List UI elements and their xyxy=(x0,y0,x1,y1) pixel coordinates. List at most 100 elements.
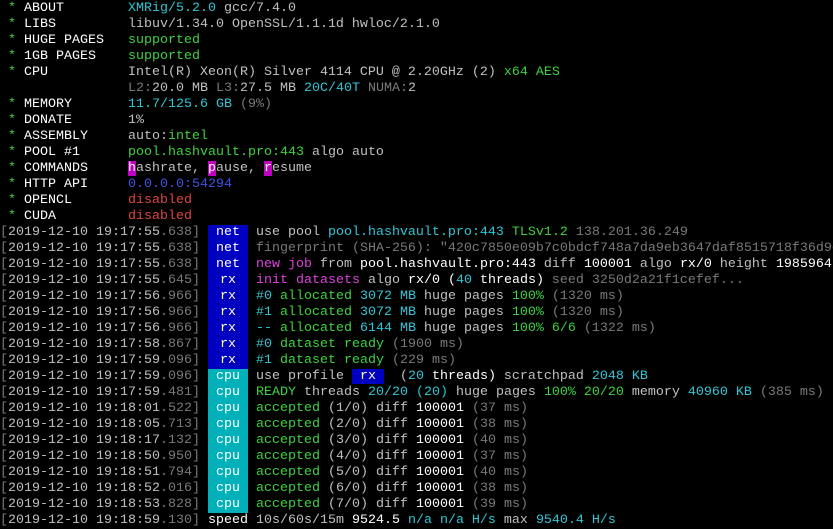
log-tag-rx: rx xyxy=(207,305,248,321)
log-message: (7/0) xyxy=(319,497,368,512)
spacer xyxy=(248,305,256,320)
log-message: diff xyxy=(367,401,416,416)
info-value: 0.0.0.0:54294 xyxy=(127,177,232,192)
bracket: [ xyxy=(0,481,8,496)
log-timestamp-ms: .713 xyxy=(159,417,192,432)
log-row: [2019-12-10 19:18:59.130] speed 10s/60s/… xyxy=(0,513,833,529)
bracket: [ xyxy=(0,273,8,288)
log-message: 100001 xyxy=(415,497,464,512)
info-row: L2:20.0 MB L3:27.5 MB 20C/40T NUMA:2 xyxy=(0,81,833,97)
log-message: threads xyxy=(295,385,368,400)
spacer xyxy=(248,289,256,304)
log-message: 3072 MB xyxy=(359,305,416,320)
log-message: scratchpad xyxy=(495,369,592,384)
bracket: ] xyxy=(191,257,208,272)
spacer xyxy=(248,417,256,432)
bracket: ] xyxy=(191,497,208,512)
log-message: 9540.4 H/s xyxy=(535,513,616,528)
info-row: * CPU Intel(R) Xeon(R) Silver 4114 CPU @… xyxy=(0,65,833,81)
log-message: (20) xyxy=(407,385,448,400)
info-value: disabled xyxy=(127,193,192,208)
spacer xyxy=(248,401,256,416)
log-row: [2019-12-10 19:17:56.966] rx #0 allocate… xyxy=(0,289,833,305)
spacer xyxy=(248,321,256,336)
log-message: diff xyxy=(367,497,416,512)
info-value: 27.5 MB xyxy=(239,81,304,96)
log-timestamp: 2019-12-10 19:17:56 xyxy=(8,305,160,320)
log-message: new job xyxy=(255,257,312,272)
bracket: [ xyxy=(0,385,8,400)
log-message: algo xyxy=(631,257,680,272)
log-timestamp-ms: .950 xyxy=(159,449,192,464)
bracket: ] xyxy=(191,449,208,464)
log-message: allocated xyxy=(271,305,360,320)
log-message: 10s/60s/15m xyxy=(247,513,352,528)
log-timestamp-ms: .828 xyxy=(159,497,192,512)
spacer xyxy=(248,481,256,496)
log-message: 100% 6/6 xyxy=(511,321,576,336)
log-message: allocated xyxy=(271,289,360,304)
info-label: OPENCL xyxy=(24,193,128,208)
bullet-star-icon: * xyxy=(0,129,24,144)
log-timestamp-ms: .481 xyxy=(159,385,192,400)
log-message: algo xyxy=(359,273,408,288)
bullet-star-icon xyxy=(0,81,24,96)
log-message: use profile xyxy=(255,369,352,384)
bracket: ] xyxy=(191,241,208,256)
log-message: (1/0) xyxy=(319,401,368,416)
log-message: n/a n/a H/s xyxy=(399,513,496,528)
log-timestamp-ms: .522 xyxy=(159,401,192,416)
bullet-star-icon: * xyxy=(0,113,24,128)
log-message: -- xyxy=(255,321,272,336)
log-message: rx xyxy=(351,369,384,384)
log-message: from xyxy=(311,257,360,272)
log-timestamp-ms: .638 xyxy=(159,257,192,272)
log-timestamp-ms: .096 xyxy=(159,353,192,368)
log-message: (385 ms) xyxy=(751,385,824,400)
log-message: (4/0) xyxy=(319,449,368,464)
log-timestamp: 2019-12-10 19:17:59 xyxy=(8,353,160,368)
bullet-star-icon: * xyxy=(0,193,24,208)
log-row: [2019-12-10 19:17:56.966] rx -- allocate… xyxy=(0,321,833,337)
log-message: 6144 MB xyxy=(359,321,416,336)
info-value: 2 xyxy=(407,81,416,96)
log-tag-rx: rx xyxy=(207,273,248,289)
bracket: ] xyxy=(191,513,208,528)
log-timestamp-ms: .966 xyxy=(159,289,192,304)
log-timestamp: 2019-12-10 19:18:51 xyxy=(8,465,160,480)
bracket: ] xyxy=(191,321,208,336)
log-message: speed xyxy=(207,513,248,528)
log-message: dataset ready xyxy=(271,337,384,352)
log-message: ( xyxy=(383,369,408,384)
info-label: DONATE xyxy=(24,113,128,128)
log-message: threads) xyxy=(471,273,544,288)
log-message: 20 xyxy=(407,369,424,384)
bracket: ] xyxy=(191,289,208,304)
bracket: [ xyxy=(0,433,8,448)
info-value: disabled xyxy=(127,209,192,224)
bracket: [ xyxy=(0,305,8,320)
log-message: 100001 xyxy=(415,433,464,448)
log-message: rx/0 xyxy=(679,257,712,272)
log-message: (1900 ms) xyxy=(383,337,464,352)
info-value: pool.hashvault.pro:443 xyxy=(127,145,304,160)
log-tag-cpu: cpu xyxy=(207,417,248,433)
info-value: p xyxy=(207,161,216,176)
log-message: 100% xyxy=(511,289,544,304)
log-message: (1320 ms) xyxy=(543,305,624,320)
log-message: use pool xyxy=(255,225,328,240)
log-row: [2019-12-10 19:17:56.966] rx #1 allocate… xyxy=(0,305,833,321)
log-message: (37 ms) xyxy=(463,401,528,416)
info-value: h xyxy=(127,161,136,176)
log-message: #0 xyxy=(255,337,272,352)
log-timestamp: 2019-12-10 19:17:59 xyxy=(8,385,160,400)
log-message: diff xyxy=(367,449,416,464)
bracket: [ xyxy=(0,465,8,480)
log-message: diff xyxy=(367,417,416,432)
info-label: COMMANDS xyxy=(24,161,128,176)
log-timestamp-ms: .016 xyxy=(159,481,192,496)
bracket: ] xyxy=(191,369,208,384)
log-tag-cpu: cpu xyxy=(207,433,248,449)
bracket: [ xyxy=(0,497,8,512)
log-row: [2019-12-10 19:17:55.638] net use pool p… xyxy=(0,225,833,241)
